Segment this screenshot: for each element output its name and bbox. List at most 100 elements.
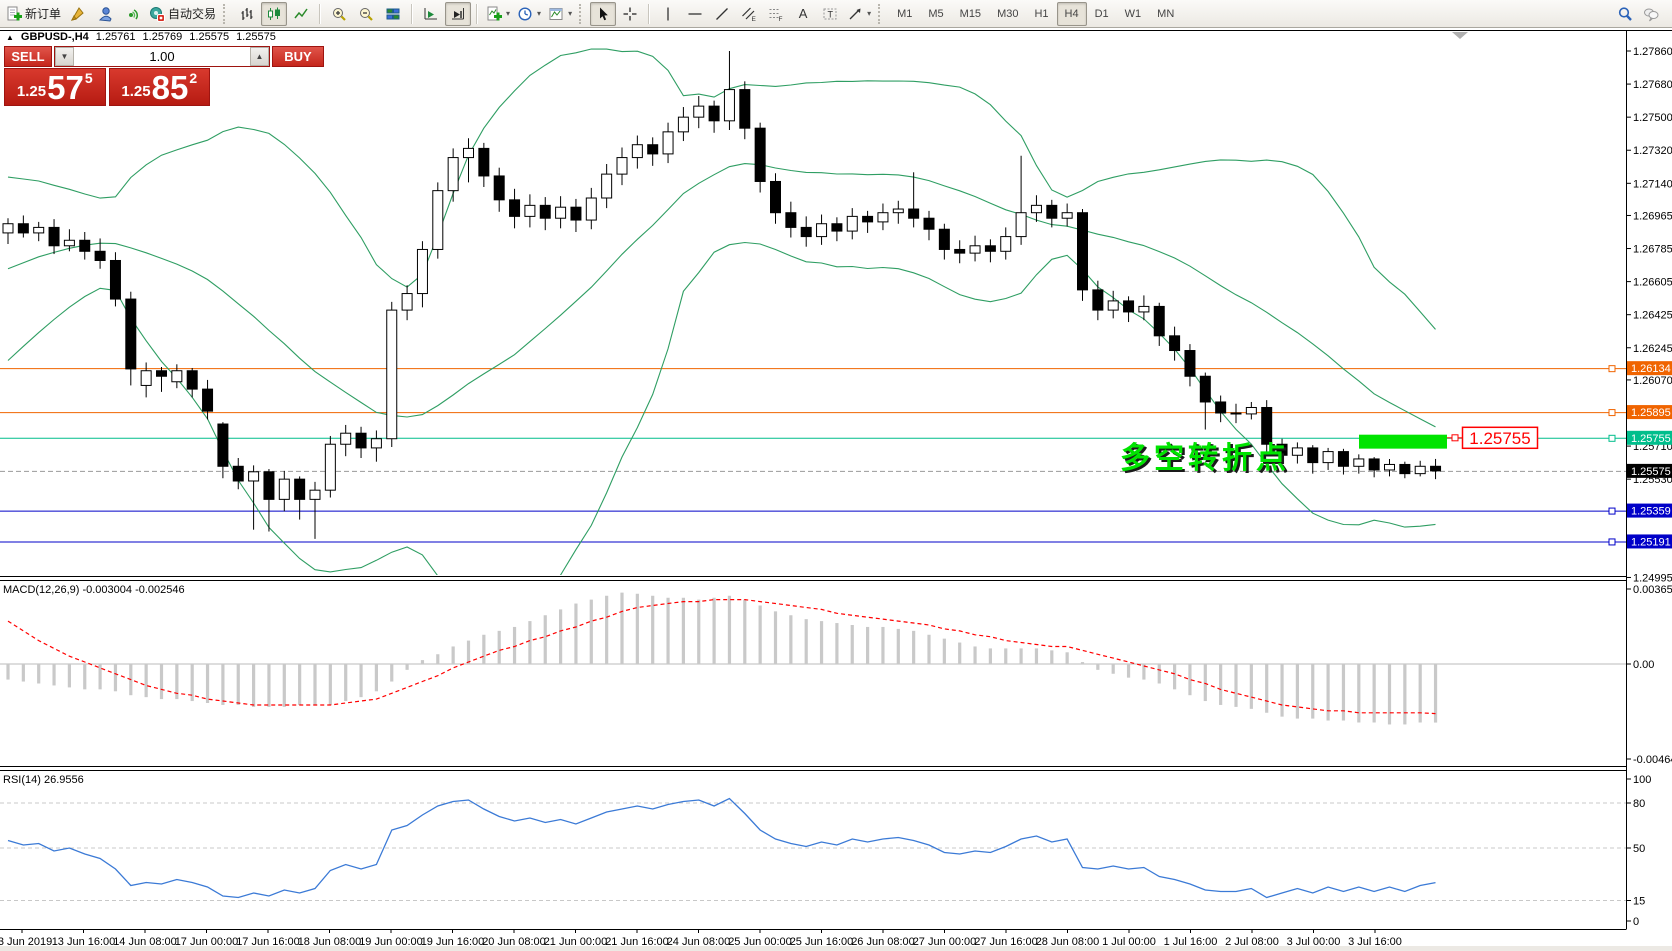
indicators-button[interactable]: ▾ (483, 2, 513, 26)
candle-body (984, 245, 996, 252)
periods-button[interactable]: ▾ (514, 2, 544, 26)
search-icon (1617, 6, 1633, 22)
arrows-icon (847, 6, 863, 22)
timeframe-h4-button[interactable]: H4 (1056, 1, 1087, 26)
chat-button[interactable] (1638, 2, 1664, 26)
svg-text:0.003658: 0.003658 (1633, 584, 1672, 596)
candle-body (846, 215, 858, 232)
channel-icon (741, 6, 757, 22)
chart-shift-button[interactable] (445, 1, 472, 26)
timeframe-label: H4 (1064, 7, 1079, 20)
timeframe-label: M1 (897, 7, 913, 20)
line-anchor-marker[interactable] (1608, 538, 1616, 546)
price-lines-layer (0, 365, 1626, 546)
crosshair-tool-button[interactable] (617, 2, 643, 26)
candle-body (969, 245, 981, 254)
bar-chart-button[interactable] (234, 2, 260, 26)
line-anchor-marker[interactable] (1608, 365, 1616, 373)
tile-windows-button[interactable] (380, 2, 406, 26)
toolbar-separator (411, 3, 414, 24)
arrows-tool[interactable]: ▾ (844, 2, 874, 26)
candle-body (647, 144, 659, 155)
cursor-tool-button[interactable] (590, 1, 617, 26)
sell-button[interactable]: SELL (4, 46, 52, 67)
line-anchor-marker[interactable] (1608, 409, 1616, 417)
search-button[interactable] (1612, 2, 1638, 26)
text-tool[interactable]: A (790, 2, 816, 26)
candlestick-chart-button[interactable] (261, 1, 288, 26)
chevron-down-icon: ▾ (506, 9, 511, 18)
horizontal-line-tool[interactable] (682, 2, 708, 26)
volume-input[interactable] (74, 47, 250, 66)
price-badge (1627, 405, 1672, 420)
line-anchor-marker[interactable] (1608, 507, 1616, 515)
buy-price-figure: 1.25 (121, 83, 151, 100)
volume-increase-button[interactable]: ▲ (250, 47, 269, 66)
tile-windows-icon (385, 6, 401, 22)
svg-text:80: 80 (1633, 798, 1645, 810)
buy-price-panel[interactable]: 1.25 85 2 (108, 68, 210, 106)
price-axis[interactable]: 1.27860 1.27680 1.27500 1.27320 1.27140 1.269… (1626, 46, 1672, 928)
candle-body (938, 228, 950, 250)
time-label: 3 Jul 16:00 (1348, 936, 1402, 948)
svg-text:50: 50 (1633, 843, 1645, 855)
candle-body (908, 208, 920, 219)
templates-button[interactable]: ▾ (545, 2, 575, 26)
indicators-icon (486, 6, 502, 22)
sell-price-panel[interactable]: 1.25 57 5 (4, 68, 106, 106)
autotrading-button[interactable]: 自动交易 (146, 2, 219, 26)
toolbar-separator (476, 3, 479, 24)
line-chart-button[interactable] (288, 2, 314, 26)
profiles-button[interactable] (92, 2, 118, 26)
zoom-out-button[interactable] (353, 2, 379, 26)
timeframe-m30-button[interactable]: M30 (989, 2, 1026, 26)
timeframe-w1-button[interactable]: W1 (1117, 2, 1150, 26)
zoom-in-button[interactable] (326, 2, 352, 26)
profile-icon (97, 6, 113, 22)
candle-body (355, 432, 367, 449)
svg-text:0.00: 0.00 (1633, 659, 1654, 671)
svg-text:1.26134: 1.26134 (1631, 363, 1671, 375)
timeframe-m15-button[interactable]: M15 (952, 2, 989, 26)
highlight-rectangle-object[interactable] (1359, 434, 1447, 449)
price-tag-box[interactable] (1461, 426, 1539, 450)
history-center-button[interactable] (65, 2, 91, 26)
buy-price-point: 2 (189, 70, 198, 86)
candle-body (309, 489, 321, 500)
volume-decrease-button[interactable]: ▼ (55, 47, 74, 66)
scroll-to-end-marker[interactable] (1452, 32, 1468, 39)
fibonacci-tool[interactable] (763, 2, 789, 26)
chart-canvas[interactable]: 多空转折点多空转折点1.257551.278601.276801.275001.… (0, 28, 1672, 951)
signals-button[interactable] (119, 2, 145, 26)
candle-body (1138, 305, 1150, 313)
toolbar-separator (648, 3, 651, 24)
timeframe-h1-button[interactable]: H1 (1026, 2, 1056, 26)
annotation-text[interactable]: 多空转折点 (1120, 442, 1290, 475)
channel-tool[interactable] (736, 2, 762, 26)
price-badge (1627, 463, 1672, 478)
timeframe-m5-button[interactable]: M5 (920, 2, 951, 26)
trendline-tool[interactable] (709, 2, 735, 26)
timeframe-label: MN (1157, 7, 1175, 20)
time-label: 26 Jun 08:00 (851, 936, 915, 948)
label-tool[interactable] (817, 2, 843, 26)
buy-button[interactable]: BUY (272, 46, 324, 67)
zoom-in-icon (331, 6, 347, 22)
vertical-line-icon (660, 6, 676, 22)
new-order-button[interactable]: 新订单 (3, 2, 64, 26)
candle-body (662, 131, 674, 155)
rsi-line (7, 797, 1436, 899)
auto-scroll-button[interactable] (418, 2, 444, 26)
vertical-line-tool[interactable] (655, 2, 681, 26)
timeframe-m1-button[interactable]: M1 (889, 2, 920, 26)
line-anchor-marker[interactable] (1608, 434, 1616, 442)
time-label: 27 Jun 16:00 (974, 936, 1038, 948)
collapse-triangle-icon[interactable]: ▲ (6, 32, 14, 42)
sell-price-point: 5 (84, 70, 93, 86)
candle-body (493, 175, 505, 201)
candle-body (585, 197, 597, 221)
candle-body (1384, 463, 1395, 471)
timeframe-d1-button[interactable]: D1 (1087, 2, 1117, 26)
timeframe-mn-button[interactable]: MN (1149, 2, 1182, 26)
